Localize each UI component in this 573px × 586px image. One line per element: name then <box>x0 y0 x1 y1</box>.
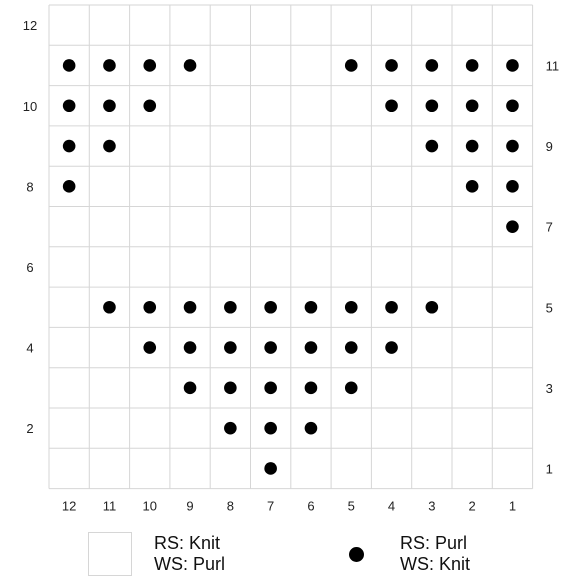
purl-stitch-dot <box>344 300 358 314</box>
column-number-label: 6 <box>307 499 314 514</box>
knit-symbol <box>88 532 132 576</box>
purl-stitch-dot <box>224 300 237 314</box>
purl-stitch-dot <box>264 381 277 395</box>
column-number-label: 2 <box>469 499 476 514</box>
purl-stitch-dot <box>425 99 439 113</box>
purl-stitch-dot <box>143 59 157 72</box>
purl-stitch-dot <box>264 341 277 354</box>
purl-stitch-dot <box>103 99 116 113</box>
column-number-label: 1 <box>509 499 516 514</box>
column-number-label: 5 <box>348 499 355 514</box>
knit-ws-label: WS: Purl <box>154 554 226 574</box>
purl-stitch-dot <box>465 99 479 113</box>
purl-stitch-dot <box>344 59 358 72</box>
purl-stitch-dot <box>506 139 519 153</box>
purl-stitch-dot <box>425 139 439 153</box>
column-number-label: 10 <box>143 499 157 514</box>
row-number-label-right: 7 <box>546 220 553 235</box>
purl-stitch-dot <box>385 99 398 113</box>
purl-stitch-dot <box>103 139 116 153</box>
purl-stitch-dot <box>62 139 76 153</box>
purl-stitch-dot <box>506 59 519 72</box>
purl-rs-label: RS: Purl <box>400 533 468 553</box>
purl-stitch-dot <box>506 220 519 233</box>
row-number-label-left: 8 <box>26 179 33 194</box>
purl-stitch-dot <box>465 180 479 193</box>
row-number-label-right: 5 <box>546 300 553 315</box>
purl-stitch-dot <box>143 300 157 314</box>
purl-stitch-dot <box>506 99 519 113</box>
purl-stitch-dot <box>183 381 197 395</box>
knit-rs-label: RS: Knit <box>154 533 221 553</box>
row-number-label-left: 12 <box>23 18 37 33</box>
knit-legend-text: RS: Knit WS: Purl <box>154 533 225 575</box>
column-number-label: 3 <box>428 499 435 514</box>
purl-stitch-dot <box>425 59 439 72</box>
purl-stitch-dot <box>304 300 318 314</box>
purl-stitch-dot <box>143 341 157 354</box>
column-number-label: 12 <box>62 499 76 514</box>
purl-dot-icon <box>348 546 364 562</box>
purl-stitch-dot <box>224 341 237 354</box>
row-number-label-right: 3 <box>546 381 553 396</box>
purl-stitch-dot <box>385 59 398 72</box>
purl-stitch-dot <box>143 99 157 113</box>
purl-stitch-dot <box>62 99 76 113</box>
purl-stitch-dot <box>183 300 197 314</box>
purl-stitch-dot <box>304 341 318 354</box>
purl-stitch-dot <box>183 59 197 72</box>
column-number-label: 8 <box>227 499 234 514</box>
purl-stitch-dot <box>344 341 358 354</box>
purl-stitch-dot <box>344 381 358 395</box>
purl-stitch-dot <box>264 421 277 435</box>
column-number-label: 4 <box>388 499 395 514</box>
row-number-label-right: 9 <box>546 139 553 154</box>
purl-symbol <box>334 532 378 576</box>
purl-stitch-dot <box>304 381 318 395</box>
legend-purl: RS: Purl WS: Knit <box>334 532 470 576</box>
row-number-label-left: 10 <box>23 99 37 114</box>
purl-stitch-dot <box>103 300 116 314</box>
purl-stitch-dot <box>183 341 197 354</box>
purl-stitch-dot <box>385 341 398 354</box>
purl-stitch-dot <box>465 139 479 153</box>
purl-stitch-dot <box>465 59 479 72</box>
purl-stitch-dot <box>224 381 237 395</box>
purl-stitch-dot <box>264 462 277 475</box>
purl-stitch-dot <box>304 421 318 435</box>
legend-knit: RS: Knit WS: Purl <box>88 532 225 576</box>
purl-stitch-dot <box>62 180 76 193</box>
column-number-label: 11 <box>103 499 117 514</box>
row-number-label-right: 1 <box>546 461 553 476</box>
knitting-chart: 12 11 10 9 8 7 6 5 4 3 2 1 12 10 8 6 4 2 11 9 7 5 3 1 <box>23 4 560 514</box>
purl-stitch-dot <box>264 300 277 314</box>
purl-stitch-dot <box>224 421 237 435</box>
purl-stitch-dot <box>385 300 398 314</box>
purl-stitch-dot <box>425 300 439 314</box>
purl-stitch-dot <box>103 59 116 72</box>
row-number-label-left: 4 <box>26 341 33 356</box>
column-number-label: 9 <box>186 499 193 514</box>
row-number-label-left: 6 <box>26 260 33 275</box>
purl-stitch-dot <box>62 59 76 72</box>
purl-ws-label: WS: Knit <box>400 554 471 574</box>
purl-stitch-dot <box>506 180 519 193</box>
column-number-label: 7 <box>267 499 274 514</box>
purl-legend-text: RS: Purl WS: Knit <box>400 533 470 575</box>
row-number-label-right: 11 <box>546 58 560 73</box>
row-number-label-left: 2 <box>26 421 33 436</box>
